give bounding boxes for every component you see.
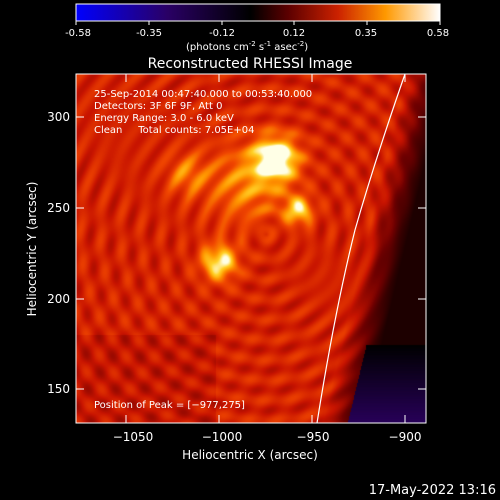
colorbar bbox=[76, 4, 440, 21]
x-axis-ticks bbox=[125, 74, 406, 423]
rhessi-image bbox=[76, 74, 426, 423]
x-axis-label: Heliocentric X (arcsec) bbox=[182, 448, 318, 462]
y-tick-label: 300 bbox=[47, 110, 70, 124]
y-tick-label: 250 bbox=[47, 201, 70, 215]
solar-limb bbox=[316, 73, 406, 424]
info-clean-counts: Clean Total counts: 7.05E+04 bbox=[94, 125, 254, 136]
plot-frame bbox=[75, 73, 427, 424]
y-axis-label: Heliocentric Y (arcsec) bbox=[25, 182, 39, 317]
info-detectors: Detectors: 3F 6F 9F, Att 0 bbox=[94, 101, 222, 112]
colorbar-tick-label: -0.12 bbox=[209, 28, 235, 39]
y-axis-ticks bbox=[76, 116, 426, 390]
timestamp: 17-May-2022 13:16 bbox=[369, 483, 496, 498]
plot-title: Reconstructed RHESSI Image bbox=[148, 56, 353, 72]
peak-position-label: Position of Peak = [−977,275] bbox=[94, 400, 245, 411]
colorbar-tick-label: 0.35 bbox=[355, 28, 377, 39]
colorbar-tick-label: 0.12 bbox=[283, 28, 305, 39]
colorbar-tick-label: -0.58 bbox=[65, 28, 91, 39]
y-tick-label: 150 bbox=[47, 382, 70, 396]
colorbar-frame bbox=[75, 3, 441, 22]
x-tick-label: −1050 bbox=[113, 430, 154, 444]
colorbar-tick-label: 0.58 bbox=[427, 28, 449, 39]
colorbar-unit-label: (photons cm-2 s-1 asec-2) bbox=[186, 40, 308, 53]
x-tick-label: −900 bbox=[389, 430, 422, 444]
colorbar-tick-label: -0.35 bbox=[136, 28, 162, 39]
info-energy-range: Energy Range: 3.0 - 6.0 keV bbox=[94, 113, 234, 124]
x-tick-label: −1000 bbox=[202, 430, 243, 444]
x-tick-label: −950 bbox=[297, 430, 330, 444]
info-time-range: 25-Sep-2014 00:47:40.000 to 00:53:40.000 bbox=[94, 89, 312, 100]
colorbar-ticks bbox=[75, 21, 441, 25]
y-tick-label: 200 bbox=[47, 292, 70, 306]
